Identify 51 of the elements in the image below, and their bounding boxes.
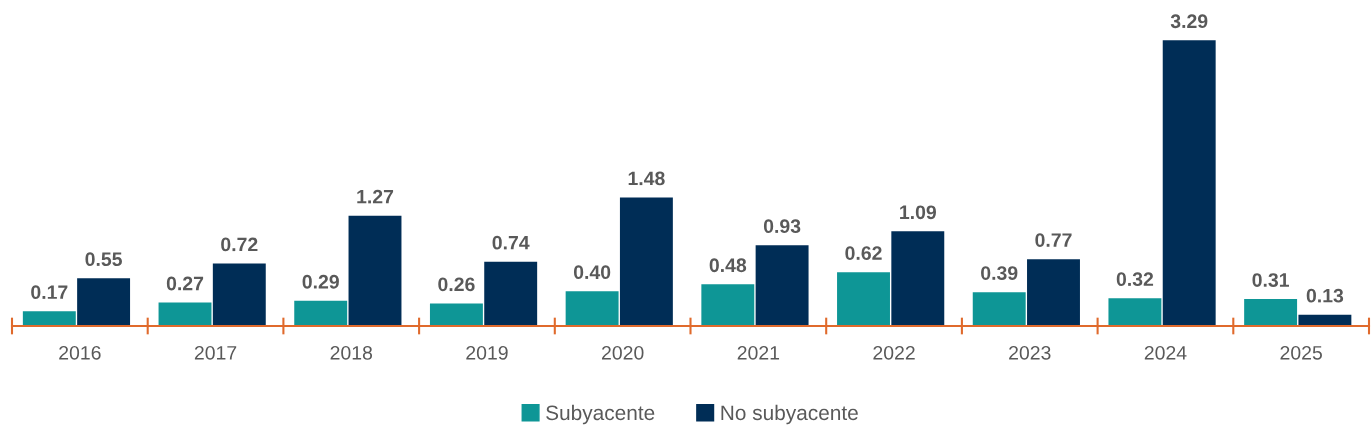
x-tick-label: 2024 [1144,345,1187,360]
bar [755,245,809,326]
bar [294,300,348,326]
bar [1027,259,1080,326]
x-tick-label: 2019 [466,345,508,360]
data-label: 0.74 [492,235,530,250]
x-tick-label: 2020 [602,345,644,360]
data-label: 0.13 [1306,288,1344,303]
data-label: 0.27 [166,276,204,291]
bar [837,272,890,326]
legend-label: No subyacente [721,404,858,425]
x-tick-label: 2016 [59,345,101,360]
data-label: 0.39 [981,266,1018,280]
bar [619,197,673,326]
bar [212,263,266,326]
bar [565,291,619,326]
data-label: 0.55 [85,252,122,267]
data-label: 0.77 [1035,233,1072,247]
x-tick-label: 2023 [1009,345,1051,360]
legend-label: Subyacente [546,404,655,425]
x-tick-label: 2018 [330,345,373,360]
data-label: 0.26 [438,277,475,292]
bar [77,278,131,326]
bar [891,231,945,326]
x-tick-label: 2025 [1280,345,1322,360]
bar [972,292,1026,326]
bar [158,302,212,326]
data-label: 0.31 [1252,273,1289,287]
x-tick-label: 2022 [873,345,915,360]
data-label: 0.40 [573,265,611,280]
bar [429,303,483,326]
data-label: 0.93 [763,219,801,234]
data-label: 0.29 [302,274,339,289]
data-label: 1.09 [900,205,936,220]
data-label: 3.29 [1170,14,1208,29]
data-label: 0.48 [709,258,747,273]
bar [484,261,538,326]
data-label: 1.48 [628,171,665,186]
bar [1162,40,1216,326]
bar [22,311,76,326]
data-label: 0.32 [1116,272,1154,287]
data-label: 0.17 [31,285,68,300]
bar [348,215,402,326]
x-tick-label: 2017 [194,345,237,360]
data-label: 1.27 [357,189,394,204]
x-tick-label: 2021 [737,345,780,360]
bar [1244,299,1298,326]
data-label: 0.62 [845,246,882,260]
data-label: 0.72 [221,237,258,252]
bar [701,284,755,326]
bar [1108,298,1162,326]
